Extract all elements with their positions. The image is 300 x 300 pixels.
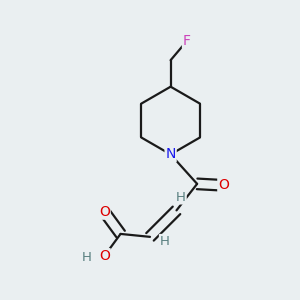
Text: N: N (165, 147, 176, 161)
Text: O: O (218, 178, 229, 192)
Text: H: H (176, 190, 186, 204)
Text: H: H (82, 251, 92, 264)
Text: O: O (99, 249, 110, 263)
Text: F: F (183, 34, 191, 48)
Text: H: H (160, 235, 170, 248)
Text: O: O (99, 205, 110, 219)
